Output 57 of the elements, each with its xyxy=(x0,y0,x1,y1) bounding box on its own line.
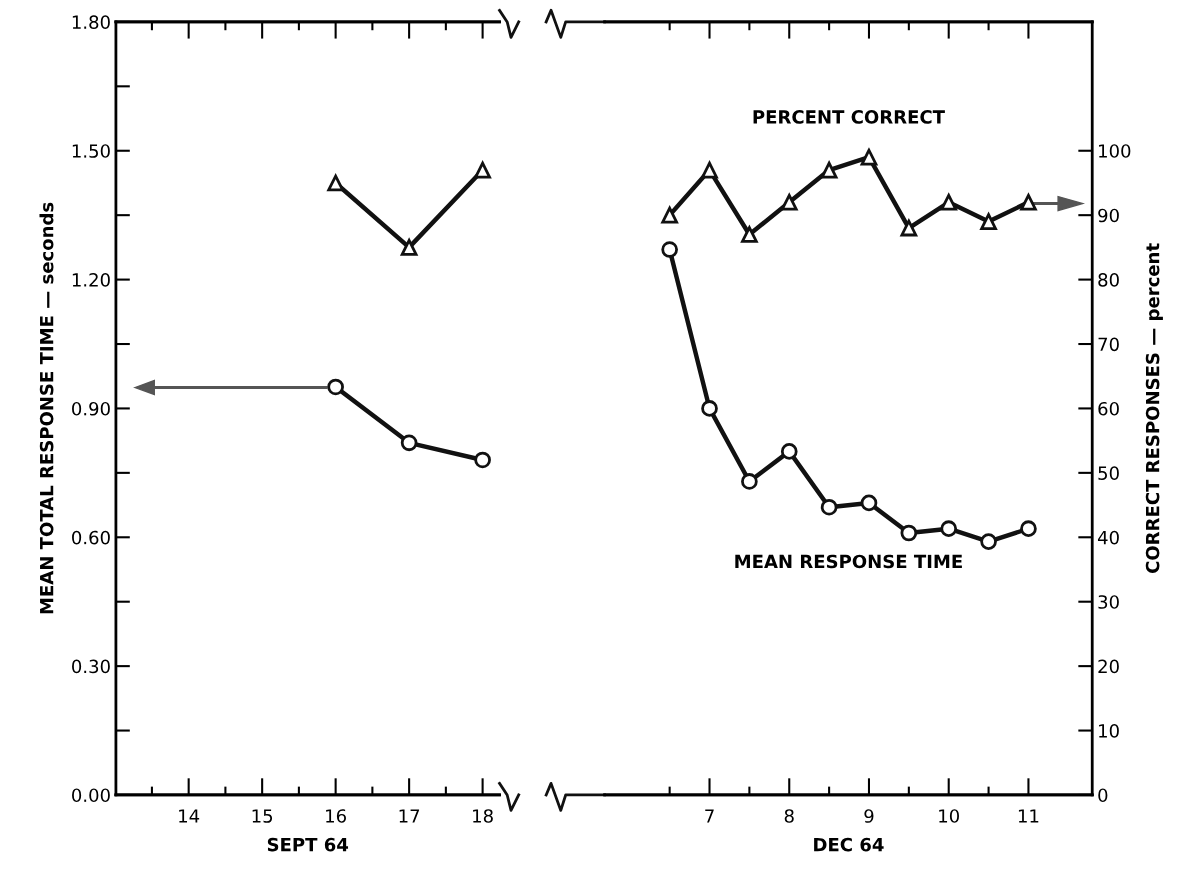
point xyxy=(1020,520,1037,538)
y2-tick-label: 40 xyxy=(1097,530,1119,545)
y-tick-label: 0.30 xyxy=(72,659,110,674)
x-tick-label: 8 xyxy=(784,809,794,823)
point xyxy=(327,378,344,396)
x-tick-label: 17 xyxy=(399,809,420,823)
x-tick-label: 16 xyxy=(326,809,346,823)
x-tick-label: 9 xyxy=(864,809,874,823)
x-tick-label: 14 xyxy=(179,809,200,823)
y2-tick-label: 30 xyxy=(1098,595,1119,609)
y2-tick-label: 50 xyxy=(1098,466,1119,480)
y2-tick-label: 0 xyxy=(1098,788,1108,803)
y2-tick-label: 100 xyxy=(1099,144,1131,158)
y2-tick-label: 10 xyxy=(1099,724,1119,738)
point xyxy=(741,473,758,490)
y-axis-title: MEAN TOTAL RESPONSE TIME — seconds xyxy=(39,202,54,614)
point xyxy=(701,400,718,417)
x-tick-label: 18 xyxy=(473,809,493,823)
annotation: PERCENT CORRECT xyxy=(753,110,945,124)
x-tick-label: 7 xyxy=(705,809,714,823)
y2-tick-label: 20 xyxy=(1098,659,1119,674)
y-tick-label: 0.00 xyxy=(72,788,110,803)
y2-tick-label: 80 xyxy=(1098,273,1119,287)
point xyxy=(701,161,718,179)
point xyxy=(820,498,838,516)
point xyxy=(860,148,878,166)
point xyxy=(820,161,838,179)
point xyxy=(661,206,678,224)
point xyxy=(900,219,918,237)
x-axis-title: SEPT 64 xyxy=(267,837,349,852)
y-tick-label: 0.90 xyxy=(72,401,110,416)
point xyxy=(980,213,997,230)
y-tick-label: 1.50 xyxy=(72,144,110,158)
point xyxy=(474,451,491,469)
y-tick-label: 1.80 xyxy=(72,15,110,30)
point xyxy=(741,226,758,243)
y-tick-label: 0.60 xyxy=(72,530,110,545)
point xyxy=(860,494,878,512)
point xyxy=(661,241,678,258)
point xyxy=(400,434,418,452)
x-tick-label: 15 xyxy=(252,809,273,823)
x-tick-label: 11 xyxy=(1018,809,1039,823)
y2-axis-title: CORRECT RESPONSES — percent xyxy=(1145,243,1163,574)
y2-tick-label: 90 xyxy=(1098,208,1119,223)
point xyxy=(940,520,958,538)
y2-tick-label: 70 xyxy=(1098,337,1119,352)
y-tick-label: 1.20 xyxy=(72,273,110,287)
point xyxy=(780,193,798,211)
point xyxy=(1020,193,1037,211)
point xyxy=(940,193,958,211)
point xyxy=(900,524,918,542)
x-tick-label: 10 xyxy=(939,809,959,823)
x-axis-title: DEC 64 xyxy=(814,837,884,852)
point xyxy=(780,443,798,460)
annotation: MEAN RESPONSE TIME xyxy=(735,554,962,569)
point xyxy=(980,533,997,550)
y2-tick-label: 60 xyxy=(1098,401,1119,416)
